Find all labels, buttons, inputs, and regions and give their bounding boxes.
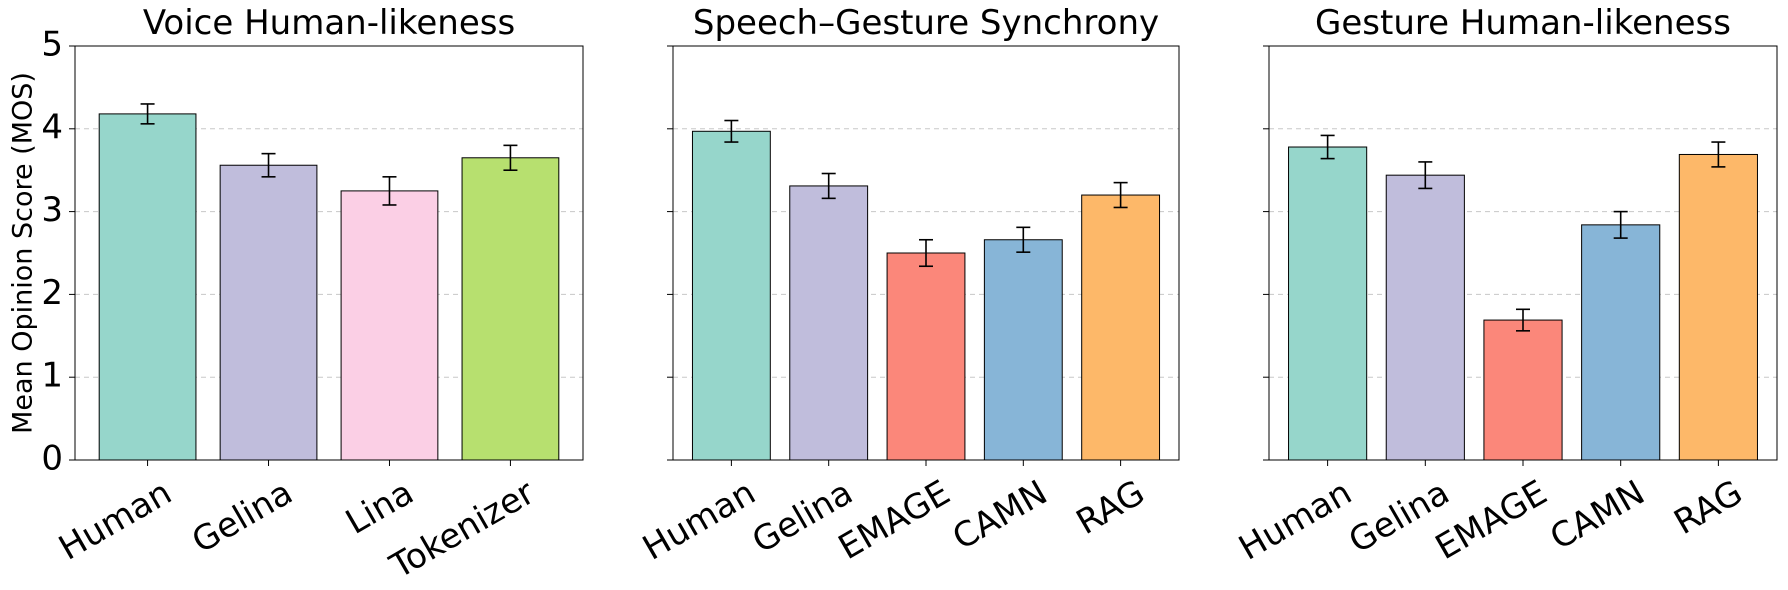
bar xyxy=(886,252,966,461)
plot-frame xyxy=(1268,45,1778,461)
error-bar xyxy=(821,172,836,200)
y-tick-label: 2 xyxy=(41,273,63,313)
error-bar xyxy=(1613,210,1628,239)
error-bar xyxy=(1016,226,1031,253)
bar xyxy=(789,185,869,461)
x-tick-label: Human xyxy=(52,473,178,569)
x-tick-label: CAMN xyxy=(946,473,1054,559)
y-tick-label: 0 xyxy=(41,439,63,479)
bar xyxy=(691,130,771,461)
x-tick-label: EMAGE xyxy=(1429,473,1554,568)
y-tick-label: 5 xyxy=(41,25,63,65)
x-tick-label: Human xyxy=(636,473,762,569)
x-tick-label: Human xyxy=(1232,473,1358,569)
y-tick-label: 3 xyxy=(41,190,63,230)
bar xyxy=(1288,146,1368,461)
bar xyxy=(219,164,318,461)
error-bar xyxy=(1320,134,1335,160)
plot-frame xyxy=(74,45,584,461)
x-tick-label: CAMN xyxy=(1543,473,1651,559)
bar xyxy=(1081,194,1161,461)
bar xyxy=(1483,319,1563,461)
chart-title: Gesture Human-likeness xyxy=(1315,3,1731,43)
error-bar xyxy=(919,238,933,268)
bar xyxy=(983,239,1063,461)
x-tick-label: RAG xyxy=(1070,473,1152,543)
x-tick-label: Gelina xyxy=(185,473,299,562)
error-bar xyxy=(1516,308,1530,332)
chart-title: Speech–Gesture Synchrony xyxy=(693,3,1159,43)
bar xyxy=(461,157,560,461)
error-bar xyxy=(503,144,518,171)
x-tick-label: EMAGE xyxy=(832,473,957,568)
x-tick-label: RAG xyxy=(1668,473,1750,543)
error-bar xyxy=(1711,141,1726,168)
y-axis-label: Mean Opinion Score (MOS) xyxy=(8,72,39,434)
bar xyxy=(1581,224,1661,461)
bar xyxy=(340,190,439,461)
bar xyxy=(1678,153,1758,461)
error-bar xyxy=(140,103,155,125)
bar xyxy=(98,113,197,461)
error-bar xyxy=(724,119,739,143)
x-tick-label: Lina xyxy=(339,473,420,543)
error-bar xyxy=(382,176,397,206)
plot-frame xyxy=(672,45,1180,461)
y-tick-label: 1 xyxy=(41,356,63,396)
error-bar xyxy=(1418,161,1433,190)
bar xyxy=(1385,174,1465,461)
y-tick-label: 4 xyxy=(41,107,63,147)
error-bar xyxy=(261,152,276,178)
chart-title: Voice Human-likeness xyxy=(143,3,515,43)
error-bar xyxy=(1113,181,1128,209)
